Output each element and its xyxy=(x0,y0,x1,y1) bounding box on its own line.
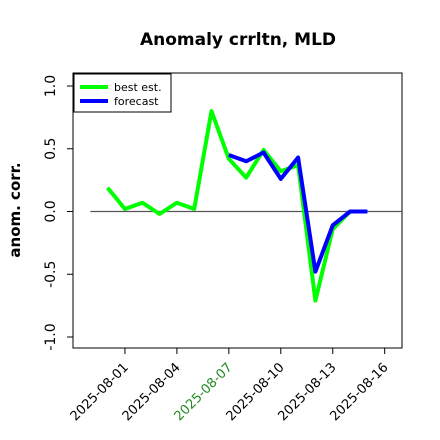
y-tick-label: 1.0 xyxy=(43,75,59,97)
y-tick-label: -0.5 xyxy=(43,261,59,288)
series-line-best-est xyxy=(106,109,368,303)
y-tick-label: -1.0 xyxy=(43,323,59,350)
series-layer xyxy=(90,109,402,303)
chart-title: Anomaly crrltn, MLD xyxy=(140,30,336,50)
x-axis: 2025-08-012025-08-042025-08-072025-08-10… xyxy=(68,348,392,424)
legend-label: best est. xyxy=(114,81,162,94)
y-tick-label: 0.5 xyxy=(43,138,59,160)
legend-box xyxy=(73,73,172,113)
y-axis-label: anom. corr. xyxy=(6,162,24,257)
legend: best est.forecast xyxy=(73,73,172,113)
legend-label: forecast xyxy=(114,95,159,108)
y-axis: -1.0 -0.5 0.0 0.5 1.0 xyxy=(43,75,73,351)
y-tick-label: 0.0 xyxy=(43,200,59,222)
plot-frame xyxy=(72,72,403,349)
